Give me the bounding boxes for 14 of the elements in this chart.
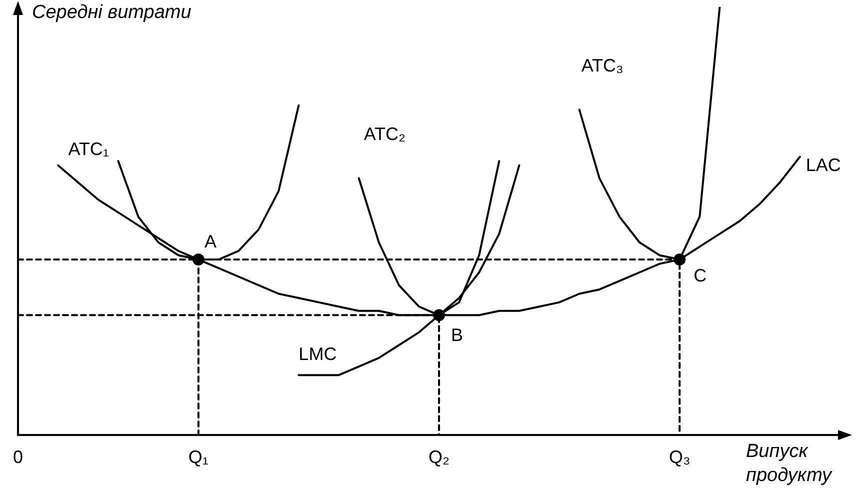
x-tick-label: Q₂ — [428, 446, 450, 467]
x-axis-title: Випуск продукту — [746, 440, 834, 488]
x-tick-label: Q₃ — [668, 446, 690, 467]
series-label: LMC — [298, 344, 337, 364]
y-axis-title: Середні витрати — [32, 2, 192, 24]
series-label: ATC₂ — [364, 124, 406, 144]
x-tick-label: 0 — [12, 446, 24, 467]
series-label: ATC₁ — [68, 139, 109, 160]
series-label: LAC — [806, 154, 841, 175]
annotation: C — [694, 266, 707, 286]
annotation: B — [451, 325, 464, 346]
annotation: A — [204, 232, 216, 252]
x-tick-label: Q₁ — [188, 446, 208, 467]
series-label: ATC₃ — [581, 56, 624, 76]
